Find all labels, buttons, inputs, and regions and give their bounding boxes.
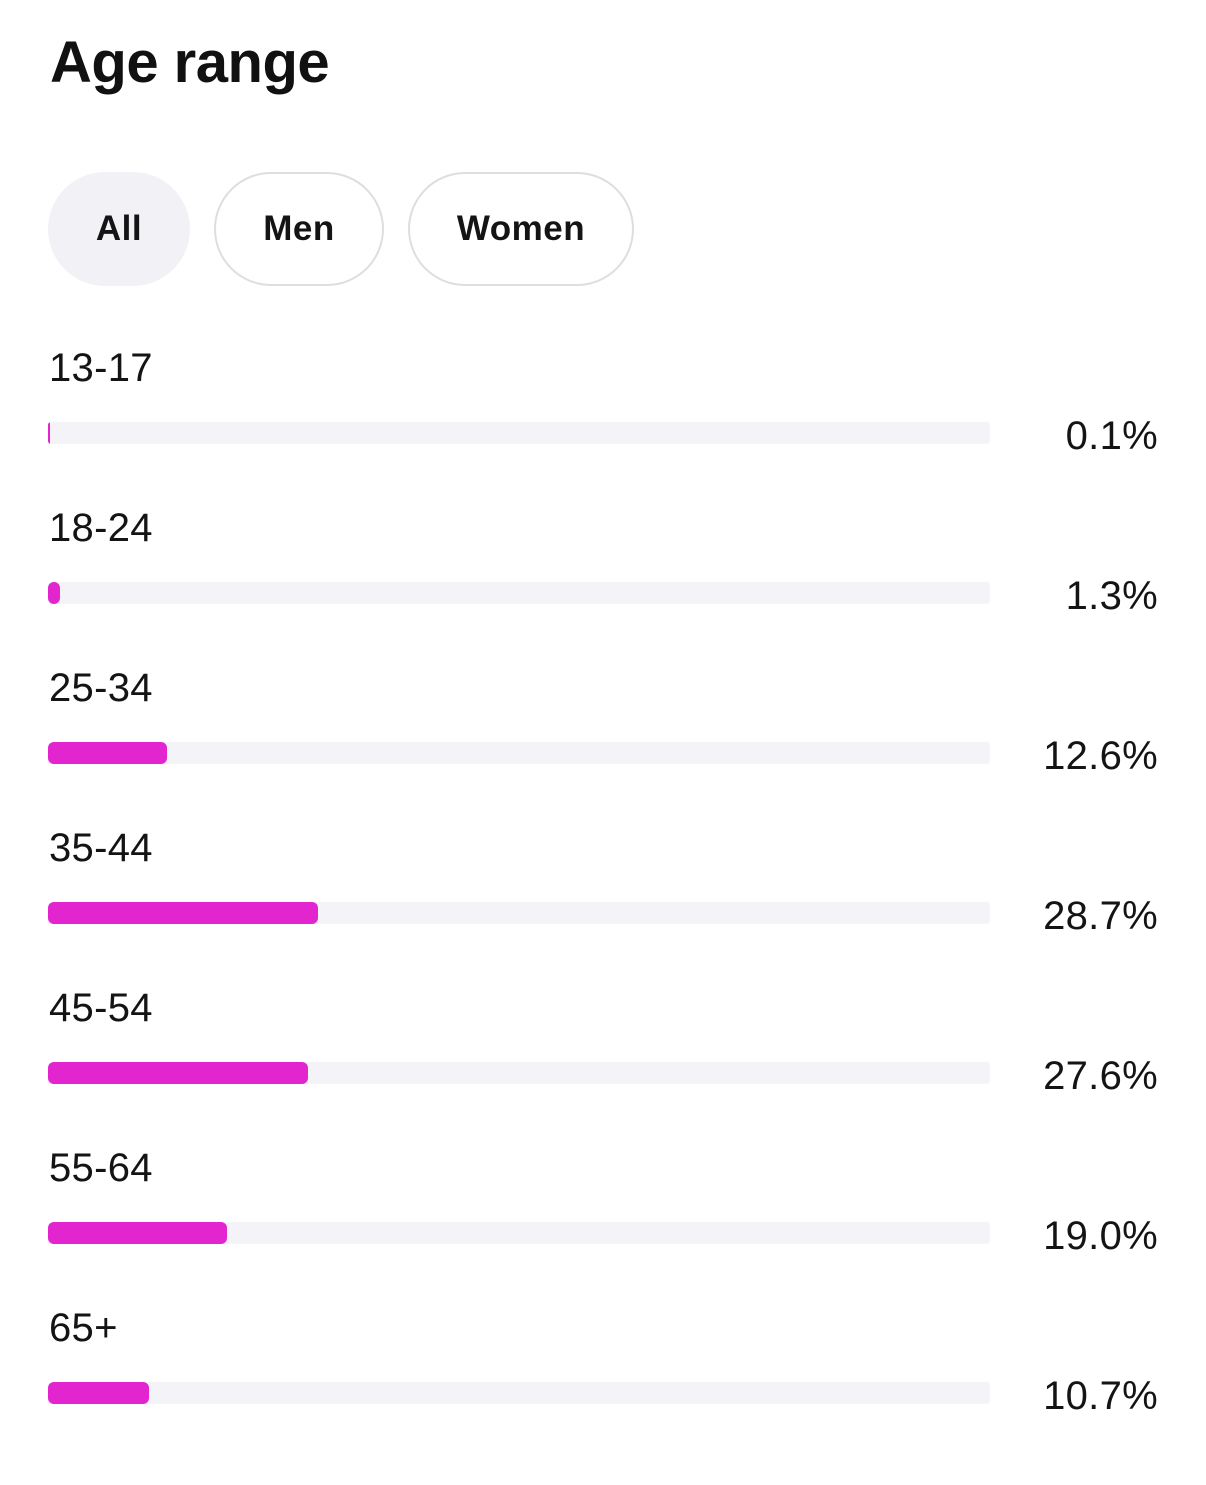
progress-fill (48, 422, 50, 444)
progress-track (48, 582, 990, 604)
age-range-label: 13-17 (49, 346, 153, 390)
progress-fill (48, 1382, 149, 1404)
progress-track (48, 742, 990, 764)
age-range-row: 13-17 0.1% (48, 338, 1158, 498)
age-range-label: 35-44 (49, 826, 153, 870)
age-range-row: 35-44 28.7% (48, 818, 1158, 978)
age-range-label: 65+ (49, 1306, 118, 1350)
gender-filter-group: All Men Women (48, 172, 634, 286)
page-title: Age range (50, 30, 330, 95)
age-range-label: 45-54 (49, 986, 153, 1030)
age-range-label: 18-24 (49, 506, 153, 550)
progress-fill (48, 1222, 227, 1244)
percent-value: 27.6% (1043, 1054, 1158, 1098)
progress-fill (48, 1062, 308, 1084)
percent-value: 12.6% (1043, 734, 1158, 778)
age-range-row: 55-64 19.0% (48, 1138, 1158, 1298)
filter-chip-women[interactable]: Women (408, 172, 634, 286)
progress-track (48, 1062, 990, 1084)
age-range-row: 25-34 12.6% (48, 658, 1158, 818)
percent-value: 10.7% (1043, 1374, 1158, 1418)
percent-value: 1.3% (1065, 574, 1158, 618)
age-range-row: 45-54 27.6% (48, 978, 1158, 1138)
filter-chip-all[interactable]: All (48, 172, 190, 286)
progress-fill (48, 582, 61, 604)
progress-track (48, 902, 990, 924)
progress-track (48, 1382, 990, 1404)
progress-track (48, 422, 990, 444)
age-range-label: 25-34 (49, 666, 153, 710)
age-range-list: 13-17 0.1% 18-24 1.3% 25-34 12.6% 35-44 … (48, 338, 1158, 1458)
filter-chip-men[interactable]: Men (214, 172, 384, 286)
percent-value: 28.7% (1043, 894, 1158, 938)
age-range-row: 65+ 10.7% (48, 1298, 1158, 1458)
percent-value: 0.1% (1065, 414, 1158, 458)
age-range-row: 18-24 1.3% (48, 498, 1158, 658)
percent-value: 19.0% (1043, 1214, 1158, 1258)
progress-track (48, 1222, 990, 1244)
progress-fill (48, 742, 167, 764)
age-range-label: 55-64 (49, 1146, 153, 1190)
progress-fill (48, 902, 319, 924)
